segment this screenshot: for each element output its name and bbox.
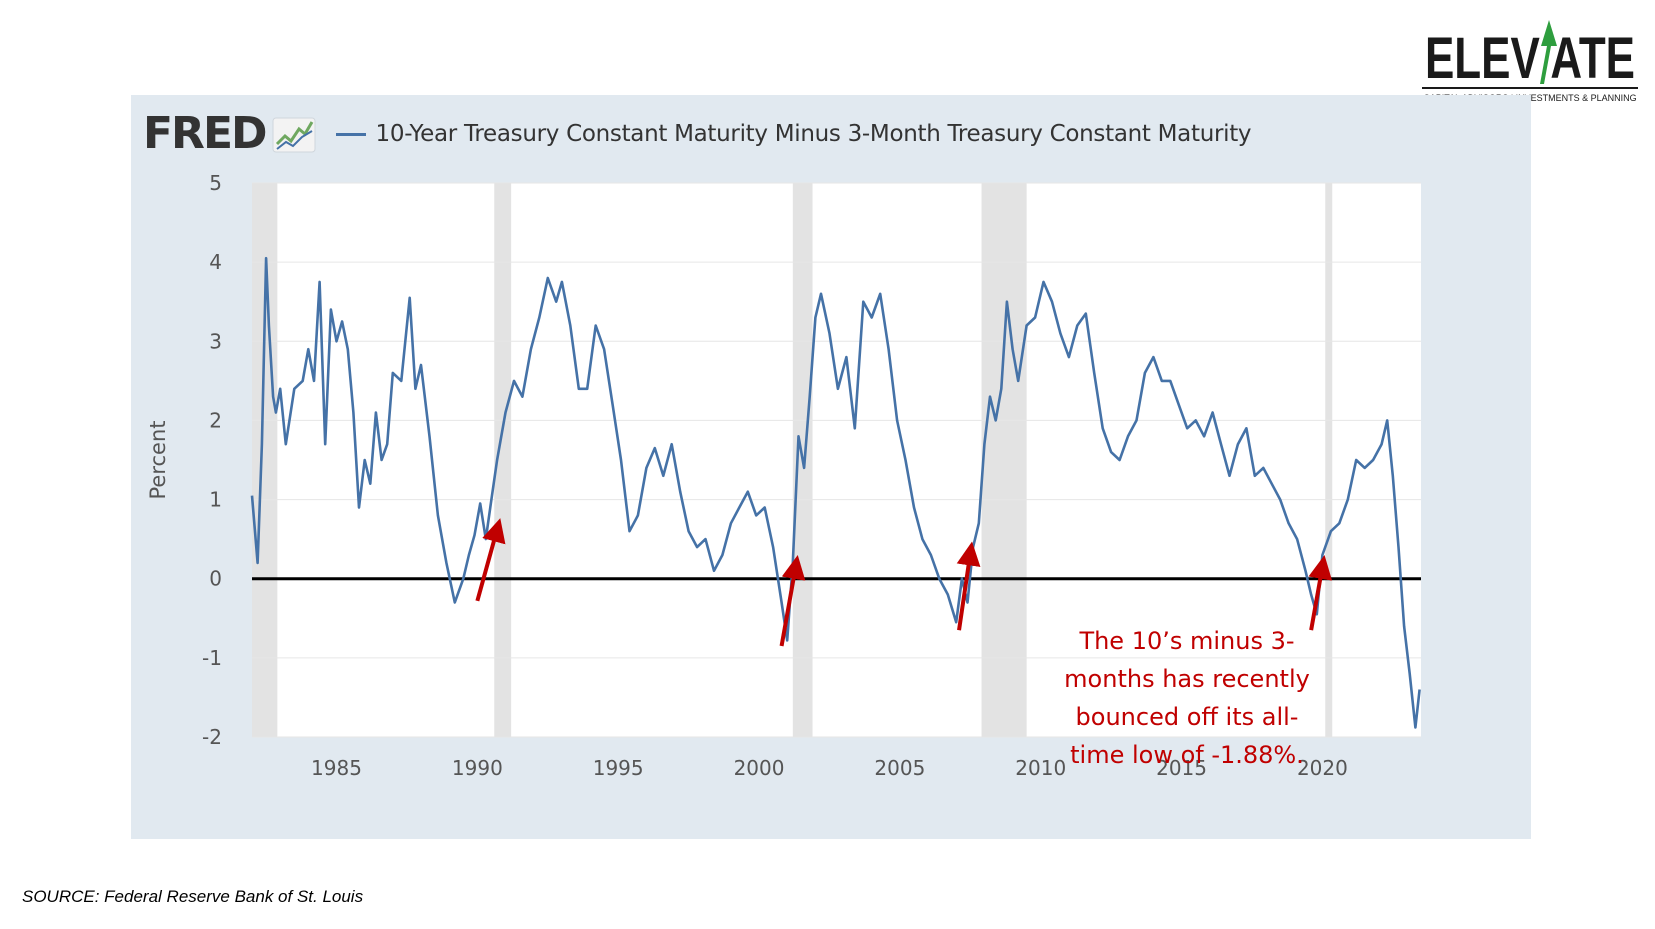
svg-text:ELEV ATE: ELEV ATE [1425, 26, 1635, 91]
recession-band [494, 183, 512, 737]
y-tick-label: 0 [209, 567, 222, 591]
x-tick-label: 2015 [1156, 756, 1207, 780]
x-tick-label: 1985 [311, 756, 362, 780]
y-tick-label: 3 [209, 329, 222, 353]
y-tick-label: 4 [209, 250, 222, 274]
y-tick-label: 2 [209, 408, 222, 432]
elevate-logo: ELEV ATE CAPITAL ADVISORS | INVESTMENTS … [1422, 20, 1638, 103]
x-tick-label: 2010 [1015, 756, 1066, 780]
x-tick-label: 2000 [734, 756, 785, 780]
x-tick-label: 1990 [452, 756, 503, 780]
y-tick-label: -2 [202, 725, 222, 749]
source-note: SOURCE: Federal Reserve Bank of St. Loui… [22, 887, 364, 906]
x-tick-label: 2020 [1297, 756, 1348, 780]
fred-logo: FRED [143, 108, 268, 159]
legend-swatch [335, 132, 366, 136]
green-arrow-icon [1540, 20, 1557, 84]
red-arrow [779, 555, 806, 647]
y-tick-label: 5 [209, 171, 222, 195]
chart-title: 10-Year Treasury Constant Maturity Minus… [375, 121, 1252, 147]
trend-chart-icon [272, 117, 316, 153]
recession-band [981, 183, 1027, 737]
series-line [250, 256, 1421, 729]
chart-panel: 5 4 3 2 1 0 -1 -2 1985 1990 1995 2000 2005 2010 2015 20… [131, 95, 1531, 839]
red-arrow [956, 541, 981, 631]
x-tick-label: 2005 [874, 756, 925, 780]
chart-header: FRED 10-Year Treasury Constant Maturity … [143, 108, 1252, 159]
y-tick-label: 1 [209, 488, 222, 512]
plot-area: 5 4 3 2 1 0 -1 -2 1985 1990 1995 2000 2005 2010 2015 20… [146, 171, 1421, 780]
red-arrow [475, 518, 506, 602]
recession-band [1325, 183, 1333, 737]
y-axis-label: Percent [146, 420, 170, 499]
x-tick-label: 1995 [593, 756, 644, 780]
annotation-text: The 10’s minus 3- months has recently bo… [1064, 627, 1310, 769]
y-tick-label: -1 [202, 646, 222, 670]
red-arrow [1308, 555, 1333, 631]
